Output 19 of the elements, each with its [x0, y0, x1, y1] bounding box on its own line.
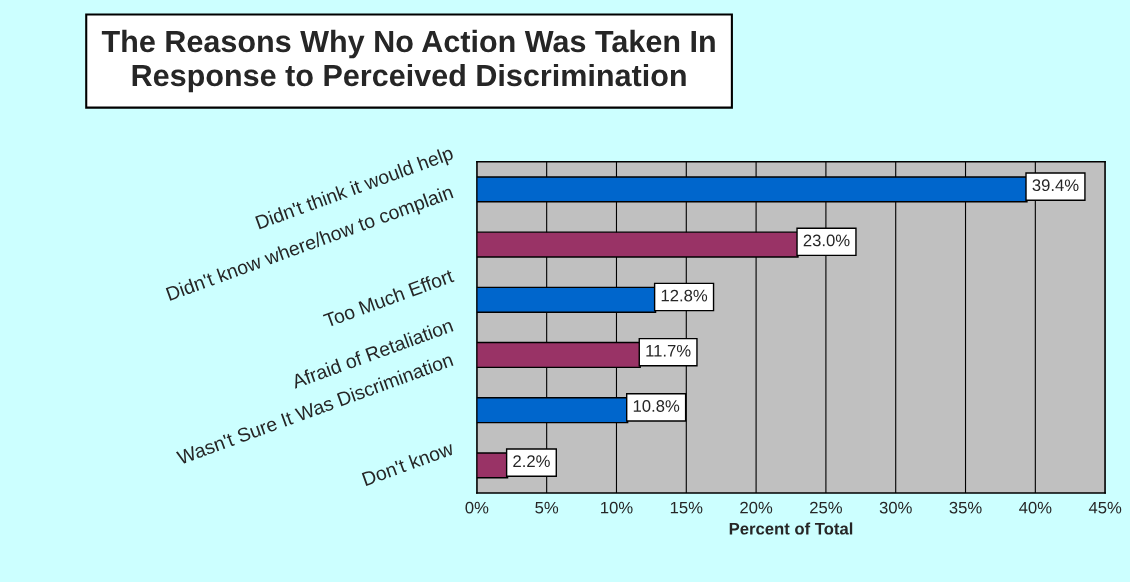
x-tick-label: 35% [949, 501, 982, 514]
data-label: 2.2% [513, 455, 550, 468]
x-tick-label: 0% [465, 501, 489, 514]
x-tick-label: 30% [879, 501, 912, 514]
x-tick-label: 15% [670, 501, 703, 514]
x-tick-label: 40% [1019, 501, 1052, 514]
chart-title: The Reasons Why No Action Was Taken In Response to Perceived Discrimination [101, 29, 715, 93]
data-label: 10.8% [633, 400, 680, 412]
x-tick-label: 20% [740, 501, 773, 514]
data-label: 23.0% [803, 234, 850, 247]
data-label: 12.8% [661, 289, 708, 302]
x-tick-label: 5% [535, 501, 559, 514]
x-tick-label: 25% [810, 501, 842, 514]
x-tick-label: 45% [1088, 501, 1122, 514]
data-label: 39.4% [1032, 179, 1079, 192]
x-tick-label: 10% [601, 501, 633, 514]
data-label: 11.7% [646, 344, 691, 357]
x-axis-title: Percent of Total [729, 522, 853, 535]
y-tick-label: Don't know [361, 440, 455, 487]
